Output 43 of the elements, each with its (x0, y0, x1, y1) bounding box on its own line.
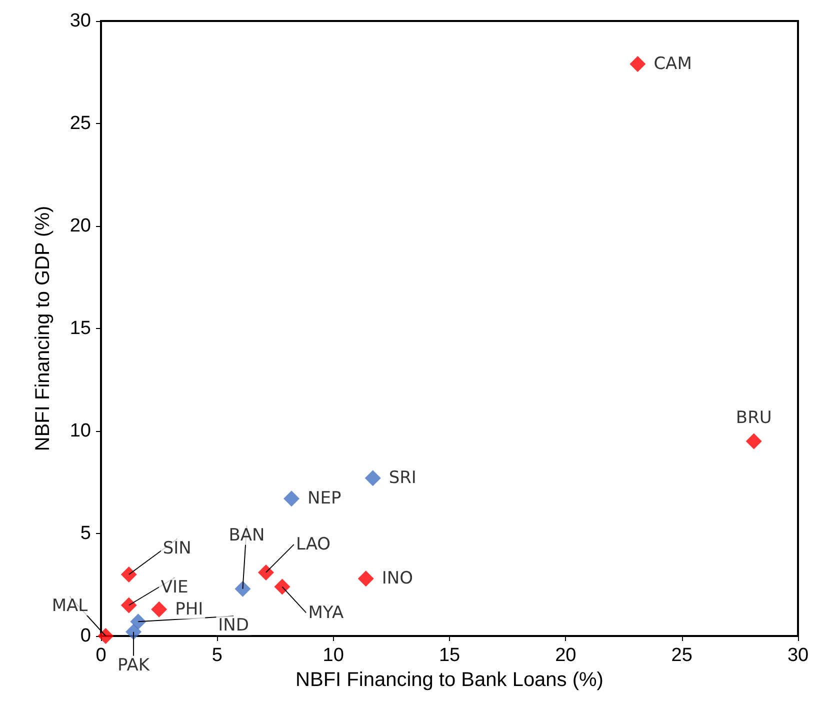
y-tick-label: 25 (70, 113, 91, 134)
annotation: BAN (228, 525, 265, 546)
annotation: MAL (52, 596, 88, 616)
annotation: VIE (160, 577, 188, 598)
x-tick-label: 10 (322, 645, 344, 666)
annotation: NEP (308, 488, 342, 509)
y-tick-label: 30 (70, 10, 91, 32)
point (98, 628, 114, 644)
x-tick-label: 15 (438, 645, 460, 666)
x-axis-title: NBFI Financing to Bank Loans (%) (296, 669, 604, 691)
annotation: PHI (175, 599, 204, 620)
point (630, 56, 646, 72)
point (284, 490, 300, 507)
point (151, 601, 168, 618)
point (126, 624, 142, 640)
y-axis-title: NBFI Financing to GDP (%) (32, 206, 54, 452)
point (746, 433, 762, 450)
annotation: LAO (296, 534, 331, 554)
y-tick-label: 20 (70, 216, 91, 236)
point (258, 564, 274, 580)
annotation: BRU (736, 408, 772, 428)
annotation: INO (382, 568, 413, 589)
point (120, 597, 137, 614)
x-tick-label: 5 (212, 645, 222, 666)
point (274, 578, 290, 595)
x-tick-label: 25 (671, 645, 692, 666)
y-tick-label: 15 (70, 318, 91, 339)
annotation: MYA (308, 602, 344, 623)
y-tick-label: 5 (80, 523, 91, 544)
annotation: CAM (654, 54, 692, 74)
annotation: PAK (118, 655, 150, 676)
annotation: SRI (388, 468, 416, 488)
y-tick-label: 0 (80, 626, 91, 646)
x-tick-label: 30 (787, 645, 809, 666)
point (120, 566, 137, 582)
point (364, 470, 381, 486)
y-tick-label: 10 (70, 420, 91, 442)
annotation: IND (218, 616, 249, 636)
annotation: SIN (162, 538, 192, 558)
point (358, 570, 374, 587)
x-tick-label: 0 (96, 645, 106, 666)
x-tick-label: 20 (555, 645, 576, 666)
point (234, 580, 251, 597)
